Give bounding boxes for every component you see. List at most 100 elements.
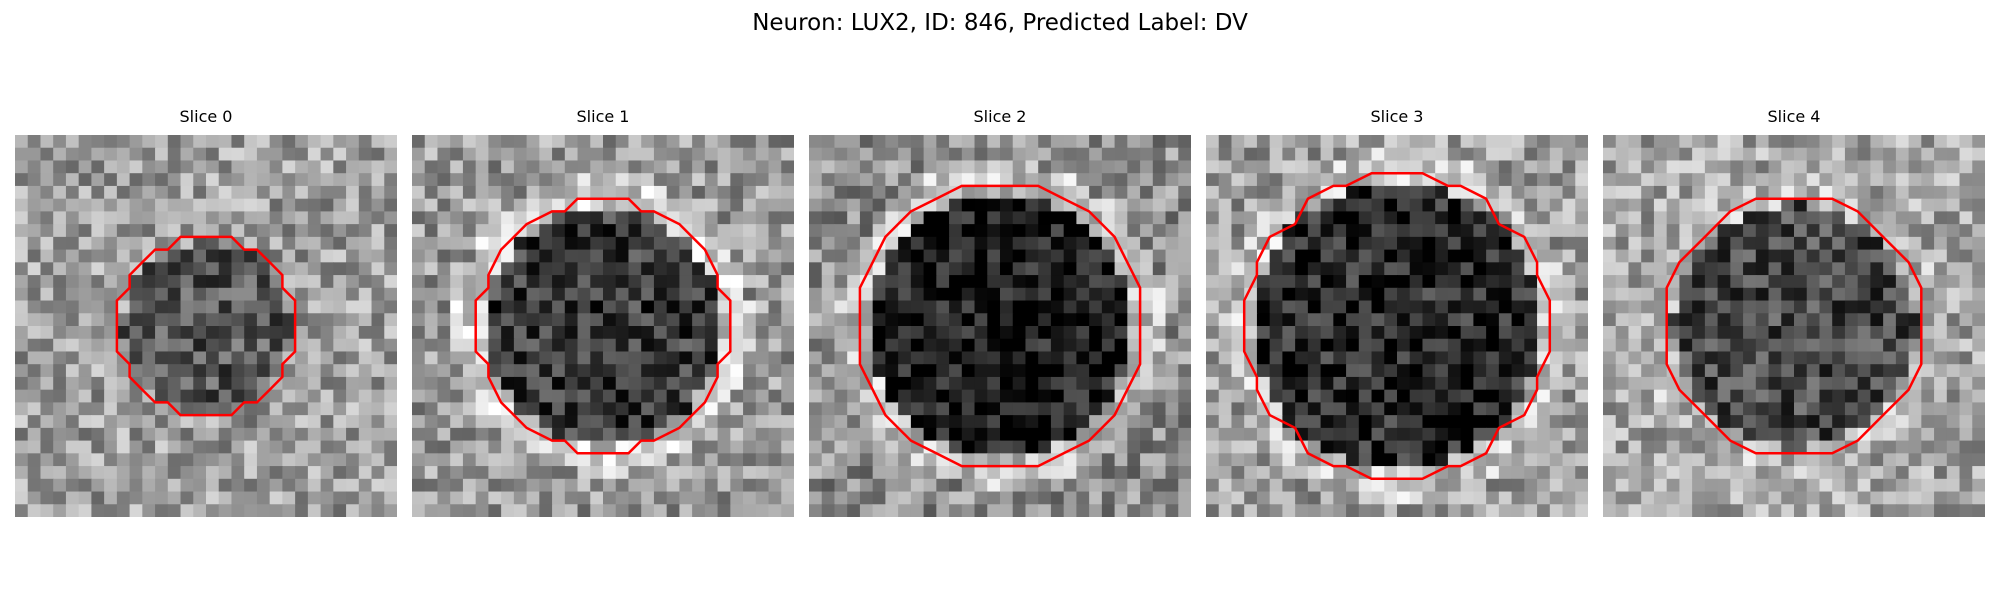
image-pixel	[923, 313, 937, 327]
image-pixel	[1409, 440, 1424, 454]
image-pixel	[641, 351, 655, 365]
image-pixel	[1679, 440, 1693, 454]
image-pixel	[1269, 313, 1283, 327]
image-pixel	[974, 185, 988, 200]
image-pixel	[424, 402, 439, 416]
image-pixel	[743, 427, 757, 442]
image-pixel	[1704, 326, 1719, 340]
image-pixel	[384, 185, 397, 200]
image-pixel	[1244, 198, 1258, 212]
image-pixel	[666, 504, 680, 517]
image-pixel	[1511, 275, 1525, 289]
image-pixel	[692, 249, 706, 263]
image-pixel	[704, 147, 719, 162]
image-pixel	[1231, 224, 1245, 238]
image-pixel	[615, 491, 630, 505]
image-pixel	[193, 338, 207, 353]
image-pixel	[961, 236, 976, 251]
image-pixel	[333, 389, 347, 403]
image-pixel	[1794, 364, 1808, 378]
image-pixel	[307, 300, 322, 314]
image-pixel	[1781, 135, 1795, 149]
image-pixel	[1806, 389, 1821, 403]
image-pixel	[1244, 402, 1258, 416]
image-pixel	[1603, 185, 1617, 200]
image-pixel	[91, 287, 105, 302]
image-pixel	[859, 135, 874, 149]
image-pixel	[526, 338, 540, 353]
image-pixel	[1653, 300, 1668, 314]
image-pixel	[1114, 364, 1128, 378]
image-pixel	[1397, 135, 1411, 149]
image-pixel	[1498, 300, 1513, 314]
image-pixel	[603, 287, 617, 302]
image-pixel	[1806, 453, 1821, 467]
image-pixel	[949, 224, 963, 238]
image-pixel	[1562, 275, 1576, 289]
image-pixel	[730, 211, 744, 225]
image-pixel	[1628, 338, 1642, 353]
image-pixel	[552, 135, 566, 149]
image-pixel	[1127, 504, 1141, 517]
image-pixel	[1781, 338, 1795, 353]
image-pixel	[1320, 491, 1334, 505]
image-pixel	[1101, 478, 1116, 493]
image-pixel	[1794, 504, 1808, 517]
image-pixel	[1384, 453, 1398, 467]
image-pixel	[653, 249, 668, 263]
image-pixel	[307, 313, 322, 327]
image-pixel	[1333, 364, 1347, 378]
image-pixel	[256, 147, 271, 162]
image-pixel	[821, 364, 836, 378]
image-pixel	[653, 504, 668, 517]
image-pixel	[1717, 160, 1731, 174]
image-pixel	[1781, 453, 1795, 467]
image-pixel	[1473, 491, 1487, 505]
image-pixel	[1346, 160, 1360, 174]
image-pixel	[1127, 491, 1141, 505]
image-pixel	[1857, 236, 1871, 251]
image-pixel	[1781, 287, 1795, 302]
image-pixel	[704, 504, 719, 517]
image-pixel	[1038, 262, 1052, 276]
image-pixel	[1819, 236, 1833, 251]
image-pixel	[1717, 478, 1731, 493]
image-pixel	[1320, 300, 1334, 314]
image-pixel	[1358, 236, 1373, 251]
image-pixel	[704, 427, 719, 442]
image-pixel	[1549, 478, 1564, 493]
image-pixel	[1743, 402, 1757, 416]
image-pixel	[704, 185, 719, 200]
image-pixel	[692, 135, 706, 149]
image-pixel	[282, 402, 296, 416]
image-pixel	[1206, 160, 1220, 174]
image-pixel	[1371, 135, 1385, 149]
image-pixel	[910, 313, 925, 327]
image-pixel	[1231, 389, 1245, 403]
image-pixel	[269, 364, 283, 378]
image-pixel	[384, 249, 397, 263]
image-pixel	[206, 262, 220, 276]
image-pixel	[1870, 313, 1884, 327]
image-pixel	[1282, 389, 1296, 403]
image-pixel	[1050, 249, 1065, 263]
image-pixel	[1320, 351, 1334, 365]
image-pixel	[859, 478, 874, 493]
image-pixel	[821, 287, 836, 302]
image-pixel	[1269, 147, 1283, 162]
image-pixel	[577, 504, 591, 517]
image-pixel	[1972, 173, 1985, 187]
image-pixel	[1755, 326, 1770, 340]
image-pixel	[1384, 147, 1398, 162]
image-pixel	[1114, 224, 1128, 238]
image-pixel	[513, 376, 528, 391]
image-pixel	[987, 351, 1001, 365]
image-pixel	[539, 249, 553, 263]
image-pixel	[1178, 173, 1191, 187]
image-pixel	[1498, 326, 1513, 340]
image-pixel	[1908, 198, 1922, 212]
image-pixel	[1794, 185, 1808, 200]
image-pixel	[910, 389, 925, 403]
image-pixel	[961, 440, 976, 454]
image-pixel	[653, 313, 668, 327]
